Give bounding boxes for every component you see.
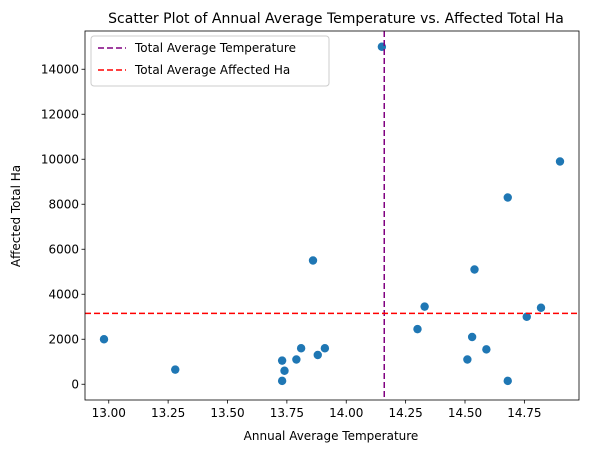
legend-label: Total Average Temperature bbox=[134, 41, 296, 55]
x-axis-label: Annual Average Temperature bbox=[244, 429, 419, 443]
data-point bbox=[420, 302, 429, 311]
data-point bbox=[482, 345, 491, 354]
plot-frame bbox=[84, 30, 580, 401]
data-point bbox=[503, 376, 512, 386]
y-tick-label: 8000 bbox=[48, 197, 79, 211]
data-point bbox=[292, 355, 301, 364]
y-tick-label: 0 bbox=[71, 377, 79, 391]
data-point bbox=[503, 193, 512, 202]
data-point bbox=[277, 356, 287, 365]
data-point bbox=[470, 265, 479, 274]
y-tick-label: 12000 bbox=[41, 107, 79, 121]
legend-label: Total Average Affected Ha bbox=[134, 63, 290, 77]
x-tick-label: 14.25 bbox=[388, 406, 422, 420]
data-point bbox=[171, 365, 180, 374]
data-point bbox=[536, 303, 546, 312]
x-tick-label: 14.75 bbox=[507, 406, 541, 420]
data-point bbox=[522, 312, 531, 321]
legend: Total Average Temperature Total Average A… bbox=[90, 35, 330, 87]
x-tick-label: 13.75 bbox=[270, 406, 304, 420]
x-tick-label: 14.00 bbox=[329, 406, 363, 420]
data-point bbox=[277, 376, 287, 386]
y-tick-label: 2000 bbox=[48, 332, 79, 346]
data-point bbox=[308, 256, 318, 265]
y-tick-label: 6000 bbox=[48, 242, 79, 256]
y-tick-label: 14000 bbox=[41, 62, 79, 76]
chart-title: Scatter Plot of Annual Average Temperatu… bbox=[108, 11, 564, 27]
data-point bbox=[313, 350, 322, 360]
legend-box bbox=[90, 35, 330, 87]
data-point bbox=[99, 335, 109, 344]
data-point bbox=[463, 355, 472, 364]
x-tick-label: 13.00 bbox=[92, 406, 126, 420]
y-tick-label: 10000 bbox=[41, 152, 79, 166]
y-tick-label: 4000 bbox=[48, 287, 79, 301]
data-point bbox=[296, 344, 306, 353]
y-axis-label: Affected Total Ha bbox=[9, 165, 23, 267]
data-point bbox=[467, 332, 477, 342]
data-point bbox=[320, 344, 330, 353]
data-point bbox=[280, 366, 289, 375]
x-tick-label: 13.50 bbox=[210, 406, 244, 420]
data-point bbox=[555, 157, 565, 166]
x-tick-label: 13.25 bbox=[151, 406, 185, 420]
plot-area: 13.00 13.25 13.50 13.75 14.00 14.25 14.50 14.75… bbox=[41, 30, 580, 420]
data-point bbox=[413, 324, 422, 334]
x-tick-label: 14.50 bbox=[448, 406, 482, 420]
